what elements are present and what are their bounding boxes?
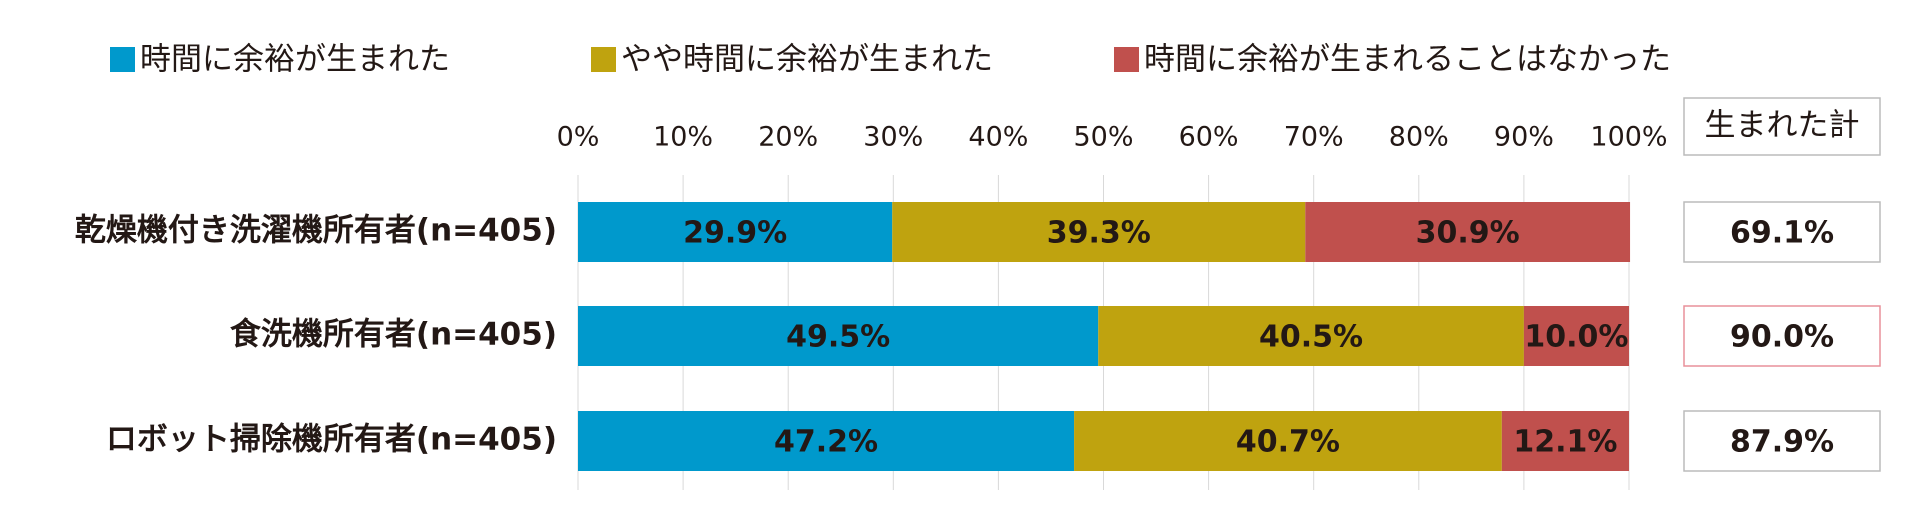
data-label: 10.0%: [1524, 320, 1628, 355]
data-label: 30.9%: [1416, 216, 1520, 251]
bar-segment: [1305, 202, 1631, 262]
x-tick-label: 60%: [1179, 122, 1239, 153]
legend-swatch: [110, 47, 135, 72]
x-tick-label: 40%: [968, 122, 1028, 153]
data-label: 12.1%: [1513, 425, 1617, 460]
data-label: 49.5%: [786, 320, 890, 355]
bar-segment: [578, 306, 1099, 366]
bar-segment: [578, 202, 893, 262]
legend-label: 時間に余裕が生まれることはなかった: [1144, 42, 1671, 78]
data-label: 40.7%: [1236, 425, 1340, 460]
total-label: 87.9%: [1730, 425, 1834, 460]
x-tick-label: 50%: [1073, 122, 1133, 153]
total-label: 69.1%: [1730, 216, 1834, 251]
category-label: ロボット掃除機所有者(n=405): [106, 422, 557, 458]
totals-header-box: [1683, 97, 1881, 156]
total-box: [1683, 201, 1881, 263]
total-label: 90.0%: [1730, 320, 1834, 355]
x-tick-label: 0%: [557, 122, 600, 153]
data-label: 29.9%: [683, 216, 787, 251]
bar-segment: [578, 411, 1075, 471]
total-box: [1683, 410, 1881, 472]
legend-swatch: [1114, 47, 1139, 72]
data-label: 47.2%: [774, 425, 878, 460]
data-label: 40.5%: [1259, 320, 1363, 355]
x-tick-label: 80%: [1389, 122, 1449, 153]
bar-segment: [1523, 306, 1629, 366]
x-tick-label: 90%: [1494, 122, 1554, 153]
bar-segment: [1501, 411, 1629, 471]
bar-segment: [1074, 411, 1502, 471]
legend-swatch: [591, 47, 616, 72]
x-tick-label: 30%: [863, 122, 923, 153]
x-tick-label: 70%: [1284, 122, 1344, 153]
x-tick-label: 20%: [758, 122, 818, 153]
x-tick-label: 100%: [1590, 122, 1667, 153]
x-tick-label: 10%: [653, 122, 713, 153]
bar-segment: [892, 202, 1306, 262]
data-label: 39.3%: [1047, 216, 1151, 251]
bar-segment: [1098, 306, 1524, 366]
legend-label: やや時間に余裕が生まれた: [621, 42, 993, 78]
category-label: 乾燥機付き洗濯機所有者(n=405): [75, 213, 557, 249]
category-label: 食洗機所有者(n=405): [230, 317, 557, 353]
totals-title: 生まれた計: [1705, 108, 1860, 144]
total-box: [1683, 305, 1881, 367]
legend-label: 時間に余裕が生まれた: [140, 42, 450, 78]
